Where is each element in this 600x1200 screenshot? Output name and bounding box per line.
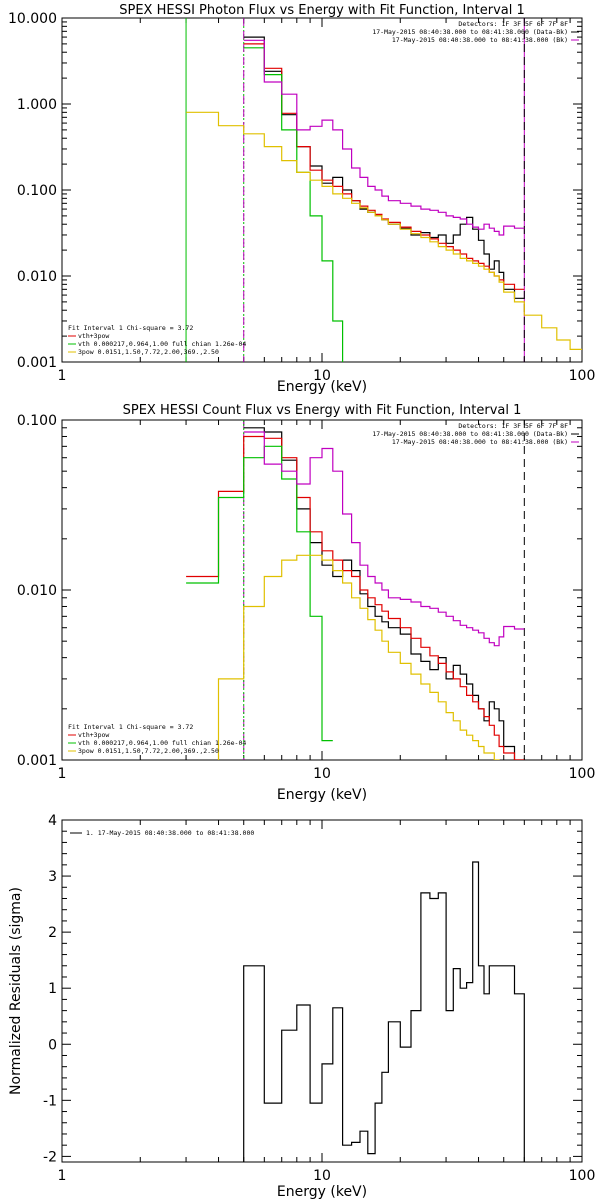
series-line-4 (186, 111, 582, 350)
chart-title: SPEX HESSI Count Flux vs Energy with Fit… (123, 403, 522, 418)
legend-entry: 1. 17-May-2015 08:40:38.000 to 08:41:38.… (86, 829, 254, 837)
y-tick-label: -2 (43, 1149, 57, 1165)
series-line-1 (243, 861, 525, 1162)
x-tick-label: 1 (58, 1168, 67, 1184)
plot-frame (61, 819, 583, 1163)
legend-entry: 17-May-2015 08:40:38.000 to 08:41:38.000… (372, 28, 568, 36)
y-tick-label: 0 (48, 1037, 57, 1053)
y-tick-label: 1.000 (17, 97, 57, 113)
chart-panel-2: SPEX HESSI Count Flux vs Energy with Fit… (17, 403, 596, 803)
series-line-3 (186, 445, 333, 742)
series-line-5 (243, 39, 525, 236)
legend-entry: 17-May-2015 08:40:38.000 to 08:41:38.000… (392, 36, 568, 44)
x-tick-label: 10 (313, 1168, 331, 1184)
plot-frame (61, 17, 583, 363)
series-line-1 (243, 427, 525, 760)
y-tick-label: 0.001 (17, 355, 57, 371)
legend-entry: 3pow 0.0151,1.50,7.72,2.00,369.,2.50 (78, 747, 219, 755)
series-line-2 (243, 43, 525, 290)
x-axis-label: Energy (keV) (277, 787, 367, 803)
y-tick-label: -1 (43, 1093, 57, 1109)
legend-entry: vth+3pow (78, 332, 109, 340)
series-line-5 (243, 431, 525, 647)
legend-entry: Fit Interval 1 Chi-square = 3.72 (68, 723, 193, 731)
series-line-2 (186, 435, 525, 760)
chart-panel-3: 1 10 100 -2 -1 0 1 2 3 4 Energy (keV) Normalized Re… (8, 813, 595, 1200)
x-tick-label: 10 (313, 368, 331, 384)
y-tick-label: 0.100 (17, 183, 57, 199)
series-line-1 (243, 36, 525, 299)
x-tick-label: 100 (569, 368, 596, 384)
y-tick-label: 0.010 (17, 269, 57, 285)
y-tick-label: 10.000 (8, 11, 57, 27)
series-line-4 (217, 554, 500, 760)
y-tick-label: 4 (48, 813, 57, 829)
series-line-3 (243, 47, 344, 362)
y-axis-label: Normalized Residuals (sigma) (8, 887, 24, 1095)
chart-title: SPEX HESSI Photon Flux vs Energy with Fi… (119, 3, 525, 18)
y-tick-label: 2 (48, 925, 57, 941)
legend-entry: 3pow 0.0151,1.50,7.72,2.00,369.,2.50 (78, 348, 219, 356)
y-tick-label: 3 (48, 869, 57, 885)
y-tick-label: 0.100 (17, 413, 57, 429)
chart-panel-1: SPEX HESSI Photon Flux vs Energy with Fi… (8, 3, 595, 395)
x-tick-label: 10 (313, 766, 331, 782)
x-tick-label: 100 (569, 1168, 596, 1184)
legend-entry: vth 0.000217,0.964,1.00 full chian 1.26e… (78, 739, 246, 747)
y-tick-label: 0.001 (17, 753, 57, 769)
x-axis-label: Energy (keV) (277, 1184, 367, 1200)
legend-entry: 17-May-2015 08:40:38.000 to 08:41:38.000… (372, 430, 568, 438)
legend-entry: vth 0.000217,0.964,1.00 full chian 1.26e… (78, 340, 246, 348)
y-tick-label: 1 (48, 981, 57, 997)
x-tick-label: 100 (569, 766, 596, 782)
legend-entry: Fit Interval 1 Chi-square = 3.72 (68, 324, 193, 332)
legend-entry: vth+3pow (78, 731, 109, 739)
legend-entry: Detectors: 1F 3F 5F 6F 7F 8F (458, 422, 568, 430)
legend-entry: 17-May-2015 08:40:38.000 to 08:41:38.000… (392, 438, 568, 446)
y-tick-label: 0.010 (17, 583, 57, 599)
x-axis-label: Energy (keV) (277, 379, 367, 395)
x-tick-label: 1 (58, 766, 67, 782)
x-tick-label: 1 (58, 368, 67, 384)
legend-entry: Detectors: 1F 3F 5F 6F 7F 8F (458, 20, 568, 28)
